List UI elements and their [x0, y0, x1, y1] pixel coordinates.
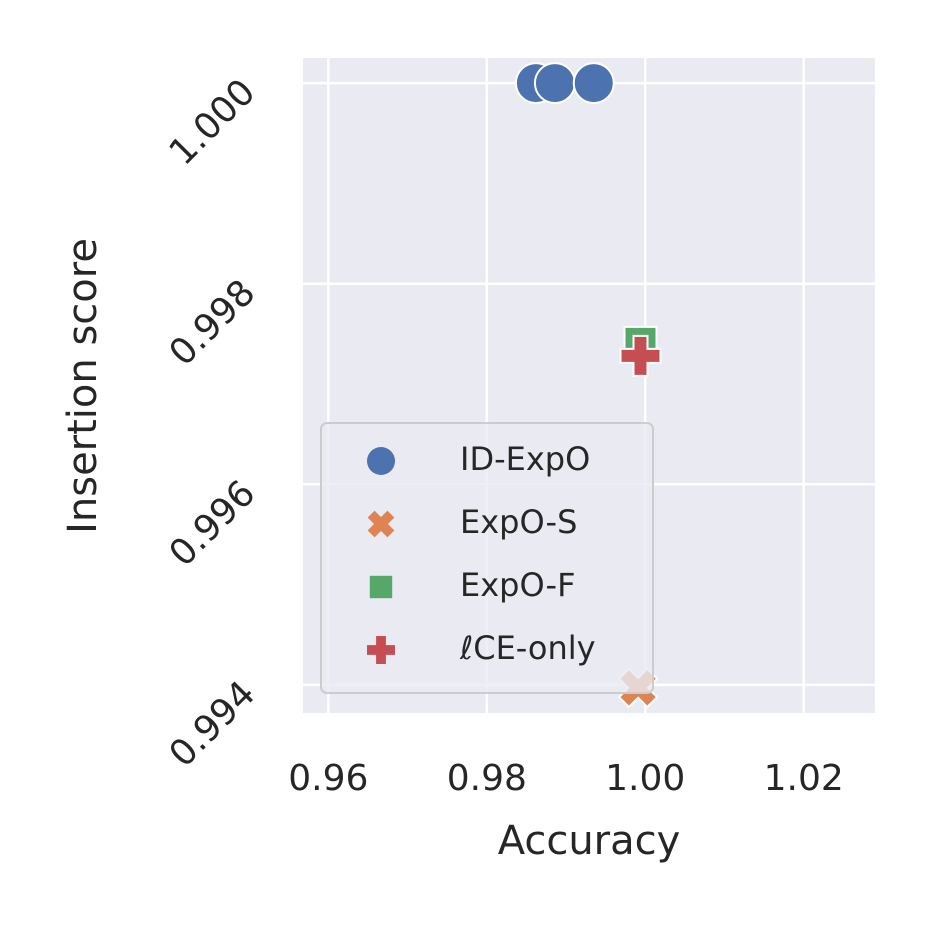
y-tick-label: 0.994	[162, 673, 264, 775]
legend-label: ExpO-F	[460, 566, 576, 604]
legend-label: ExpO-S	[460, 503, 577, 541]
y-tick-label: 1.000	[162, 72, 264, 174]
y-axis-label: Insertion score	[60, 238, 106, 534]
x-tick-label: 1.00	[605, 758, 685, 799]
legend-label: ℓCE-only	[459, 629, 596, 667]
marker	[619, 334, 662, 377]
legend-marker	[367, 447, 395, 475]
y-tick-label: 0.996	[162, 473, 264, 575]
legend-marker	[367, 636, 395, 664]
legend-label: ID-ExpO	[460, 440, 590, 478]
marker	[572, 62, 615, 105]
marker	[533, 62, 576, 105]
legend: ID-ExpO ExpO-S ExpO-F ℓCE-only	[320, 422, 654, 694]
legend-box	[320, 422, 654, 694]
legend-marker	[367, 510, 395, 538]
x-tick-label: 0.98	[447, 758, 527, 799]
x-axis-label: Accuracy	[498, 818, 681, 864]
legend-marker	[369, 575, 393, 599]
x-tick-label: 1.02	[764, 758, 844, 799]
x-tick-label: 0.96	[288, 758, 368, 799]
y-tick-label: 0.998	[162, 272, 264, 374]
